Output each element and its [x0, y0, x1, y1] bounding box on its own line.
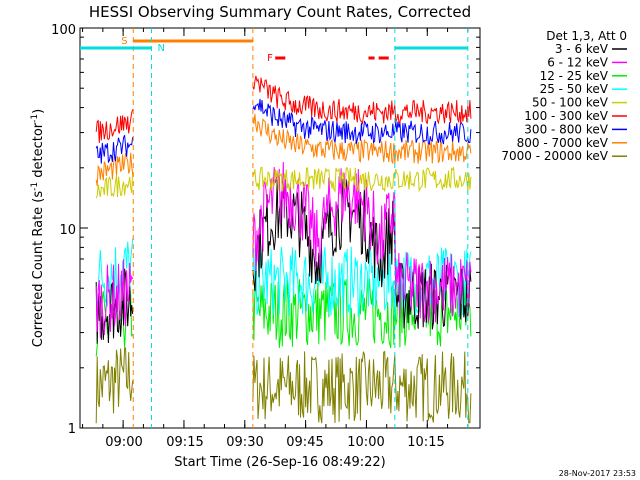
flag-label-f: F [267, 53, 273, 64]
legend-label: 25 - 50 keV [540, 82, 609, 96]
series-line-7-seg1 [252, 113, 472, 165]
series-line-6-seg1 [252, 98, 472, 146]
xtick-label-0930: 09:30 [226, 435, 263, 450]
legend-label: 7000 - 20000 keV [501, 149, 608, 163]
flag-label-s: S [121, 36, 127, 47]
series-line-5-seg1 [252, 75, 472, 126]
axis-ticks [80, 27, 480, 429]
flag-layer: S N F [80, 28, 469, 428]
xtick-label-1015: 10:15 [407, 435, 444, 450]
series-line-4-seg1 [252, 165, 472, 193]
series-line-1-seg0 [95, 259, 134, 338]
xtick-label-0945: 09:45 [286, 435, 323, 450]
series-line-1-seg1 [252, 161, 472, 323]
legend-label: 6 - 12 keV [547, 55, 609, 69]
ytick-label-10: 10 [59, 223, 76, 238]
legend-label: 100 - 300 keV [524, 109, 608, 123]
y-axis-label-sup2: -1 [30, 114, 40, 123]
xtick-label-0900: 09:00 [105, 435, 142, 450]
ytick-label-1: 1 [68, 422, 76, 437]
ytick-label-100: 100 [51, 23, 76, 38]
y-axis-label-mid: detector [31, 122, 46, 182]
series-line-8-seg0 [95, 347, 134, 424]
y-axis-label-end: ) [31, 109, 46, 114]
xtick-label-1000: 10:00 [347, 435, 384, 450]
y-axis-label-sup1: -1 [30, 182, 40, 191]
legend-label: 300 - 800 keV [524, 122, 608, 136]
chart-title: HESSI Observing Summary Count Rates, Cor… [89, 3, 471, 21]
legend-label: 3 - 6 keV [555, 42, 609, 56]
series-line-4-seg0 [95, 169, 134, 199]
y-axis-label: Corrected Count Rate (s-1 detector-1) [30, 109, 46, 347]
y-axis-label-main: Corrected Count Rate (s [31, 191, 46, 348]
footer-timestamp: 28-Nov-2017 23:53 [559, 469, 636, 478]
legend-label: 800 - 7000 keV [517, 136, 609, 150]
x-axis-label: Start Time (26-Sep-16 08:49:22) [174, 455, 385, 470]
data-series-layer [95, 75, 472, 424]
legend-title: Det 1,3, Att 0 [546, 29, 627, 43]
series-line-6-seg0 [95, 135, 134, 164]
xtick-label-0915: 09:15 [166, 435, 203, 450]
series-line-5-seg0 [95, 109, 134, 143]
legend-label: 12 - 25 keV [540, 69, 609, 83]
series-line-8-seg1 [252, 350, 472, 424]
legend-label: 50 - 100 keV [532, 96, 609, 110]
flag-label-n: N [158, 43, 165, 54]
